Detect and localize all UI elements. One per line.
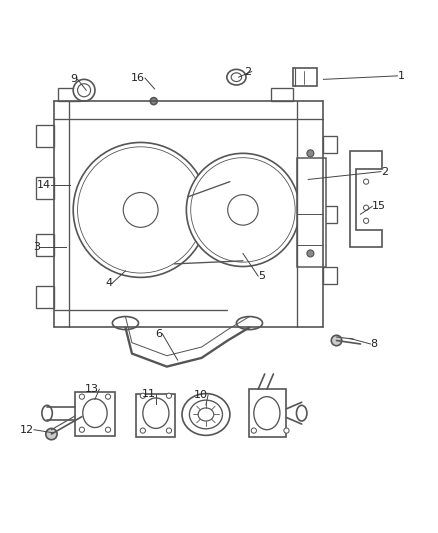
Bar [323,136,336,154]
Circle shape [140,428,145,433]
Ellipse shape [83,399,107,427]
Text: 16: 16 [131,73,145,83]
Circle shape [78,147,204,273]
Text: 15: 15 [372,201,386,212]
Bar [58,88,80,101]
Text: 14: 14 [37,180,51,190]
Ellipse shape [143,398,169,429]
Circle shape [251,428,256,433]
Circle shape [140,393,145,398]
Circle shape [191,158,295,262]
Bar [136,393,176,437]
Circle shape [106,427,111,432]
Bar [36,177,53,199]
Circle shape [331,335,342,346]
Circle shape [73,79,95,101]
Ellipse shape [113,317,138,329]
Text: 9: 9 [71,75,78,84]
Circle shape [150,98,157,104]
Text: 13: 13 [85,384,99,394]
Circle shape [79,427,85,432]
Ellipse shape [231,73,242,82]
Text: 1: 1 [397,71,404,81]
Text: 5: 5 [258,271,265,281]
Bar [36,125,53,147]
Circle shape [307,150,314,157]
Circle shape [364,218,369,223]
Ellipse shape [182,393,230,435]
Bar [36,234,53,256]
Circle shape [79,394,85,399]
Text: 6: 6 [155,329,162,339]
Bar [293,68,317,86]
Ellipse shape [198,408,214,421]
Ellipse shape [237,317,262,329]
Text: 10: 10 [194,390,208,400]
Ellipse shape [254,397,280,430]
Bar [323,266,336,284]
Circle shape [364,205,369,211]
Bar [250,389,286,437]
Bar [297,158,325,266]
Ellipse shape [297,405,307,421]
Bar [36,286,53,308]
Circle shape [123,192,158,228]
Text: 2: 2 [381,167,388,176]
Bar [323,206,336,223]
Circle shape [78,84,91,97]
Circle shape [284,428,289,433]
Circle shape [228,195,258,225]
Ellipse shape [227,69,246,85]
Text: 4: 4 [105,278,113,288]
Circle shape [106,394,111,399]
Text: 3: 3 [33,242,40,252]
Circle shape [186,154,300,266]
Polygon shape [350,151,382,247]
Circle shape [166,428,172,433]
Bar [75,392,115,436]
Circle shape [307,250,314,257]
Circle shape [73,142,208,277]
Text: 2: 2 [244,67,252,77]
Circle shape [166,393,172,398]
Bar [271,88,293,101]
Text: 11: 11 [142,389,156,399]
Ellipse shape [42,405,52,421]
Circle shape [46,429,57,440]
Ellipse shape [189,400,223,429]
Text: 12: 12 [20,425,34,435]
Text: 8: 8 [371,339,378,349]
Circle shape [364,179,369,184]
